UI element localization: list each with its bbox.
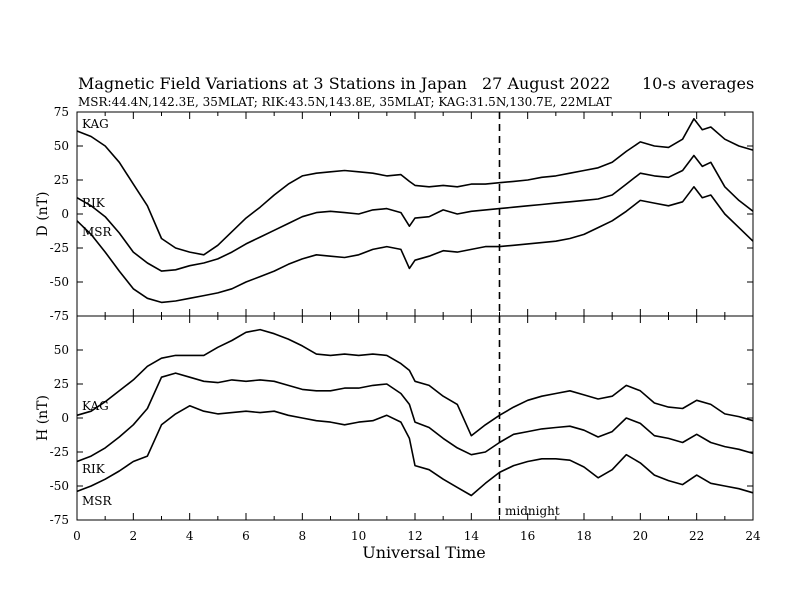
x-tick-label: 6 [242, 529, 250, 543]
y-tick-label-D: -75 [50, 309, 69, 323]
x-tick-label: 0 [73, 529, 81, 543]
chart-date: 27 August 2022 [482, 74, 610, 93]
series-line-D-msr [76, 186, 754, 304]
y-axis-label-D: D (nT) [35, 192, 51, 237]
y-axis-label-H: H (nT) [35, 395, 51, 441]
midnight-label: midnight [505, 504, 560, 518]
series-line-D-rik [76, 154, 754, 272]
series-line-D-kag [76, 118, 754, 256]
x-tick-label: 10 [351, 529, 366, 543]
chart-title: Magnetic Field Variations at 3 Stations … [78, 74, 467, 93]
y-tick-label-H: 0 [61, 411, 69, 425]
y-tick-label-H: -50 [50, 479, 69, 493]
x-tick-label: 14 [464, 529, 480, 543]
series-line-H-rik [76, 372, 754, 463]
x-tick-label: 4 [186, 529, 194, 543]
x-tick-label: 22 [689, 529, 704, 543]
y-tick-label-H: -75 [50, 513, 69, 527]
panel-D-frame [76, 111, 754, 317]
x-tick-label: 8 [299, 529, 307, 543]
x-tick-label: 18 [576, 529, 591, 543]
x-tick-label: 2 [130, 529, 138, 543]
panel-H-frame [76, 315, 754, 521]
y-tick-label-D: 50 [54, 139, 69, 153]
x-axis-label: Universal Time [362, 543, 485, 562]
series-line-H-kag [76, 328, 754, 437]
series-label-H-rik: RIK [82, 462, 106, 476]
series-label-H-kag: KAG [82, 399, 109, 413]
y-tick-label-D: 25 [54, 173, 69, 187]
station-coordinates: MSR:44.4N,142.3E, 35MLAT; RIK:43.5N,143.… [78, 95, 612, 109]
series-label-D-rik: RIK [82, 196, 106, 210]
y-tick-label-D: 75 [54, 105, 69, 119]
x-tick-label: 20 [633, 529, 648, 543]
series-label-D-kag: KAG [82, 117, 109, 131]
series-label-H-msr: MSR [82, 494, 113, 508]
x-tick-label: 16 [520, 529, 535, 543]
x-tick-label: 24 [745, 529, 761, 543]
chart-averaging: 10-s averages [642, 74, 754, 93]
y-tick-label-H: 25 [54, 377, 69, 391]
y-tick-label-D: -50 [50, 275, 69, 289]
series-label-D-msr: MSR [82, 225, 113, 239]
y-tick-label-H: 50 [54, 343, 69, 357]
y-tick-label-D: 0 [61, 207, 69, 221]
y-tick-label-D: -25 [50, 241, 69, 255]
y-tick-label-H: -25 [50, 445, 69, 459]
x-tick-label: 12 [407, 529, 422, 543]
panels-group: 75 50 25 0 -25 -50 -75 D (nT) KAG RIK MSR 50 25 0 -25 -… [35, 105, 761, 543]
series-line-H-msr [76, 405, 754, 497]
